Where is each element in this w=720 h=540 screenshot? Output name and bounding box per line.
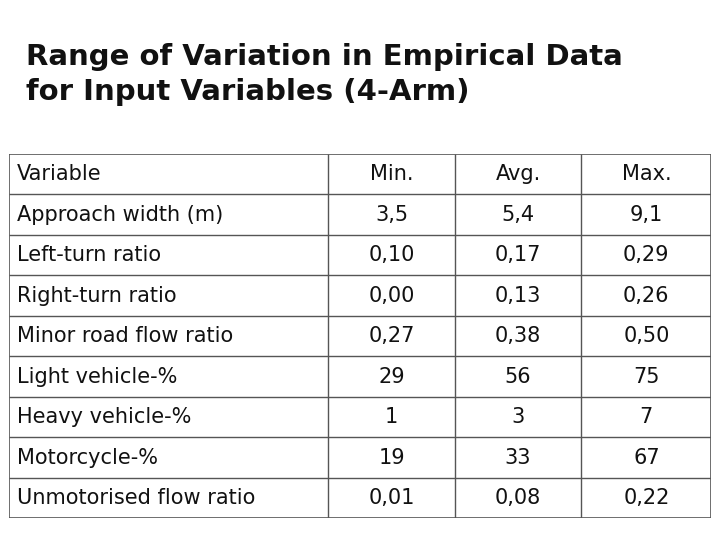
Text: Heavy vehicle-%: Heavy vehicle-% xyxy=(17,407,192,427)
Text: 67: 67 xyxy=(633,448,660,468)
Text: 0,08: 0,08 xyxy=(495,488,541,508)
Text: 0,29: 0,29 xyxy=(623,245,670,265)
Text: 0,13: 0,13 xyxy=(495,286,541,306)
Text: 3: 3 xyxy=(511,407,525,427)
Text: 7: 7 xyxy=(640,407,653,427)
Text: 75: 75 xyxy=(633,367,660,387)
Text: Minor road flow ratio: Minor road flow ratio xyxy=(17,326,233,346)
Text: Approach width (m): Approach width (m) xyxy=(17,205,223,225)
Text: Range of Variation in Empirical Data
for Input Variables (4-Arm): Range of Variation in Empirical Data for… xyxy=(26,43,623,106)
Text: Min.: Min. xyxy=(370,164,413,184)
Text: 0,00: 0,00 xyxy=(369,286,415,306)
Text: Motorcycle-%: Motorcycle-% xyxy=(17,448,158,468)
Text: Variable: Variable xyxy=(17,164,102,184)
Text: 3,5: 3,5 xyxy=(375,205,408,225)
Text: 0,10: 0,10 xyxy=(369,245,415,265)
Text: 0,50: 0,50 xyxy=(624,326,670,346)
Text: 0,38: 0,38 xyxy=(495,326,541,346)
Text: Right-turn ratio: Right-turn ratio xyxy=(17,286,176,306)
Text: Light vehicle-%: Light vehicle-% xyxy=(17,367,177,387)
Text: Left-turn ratio: Left-turn ratio xyxy=(17,245,161,265)
Text: Max.: Max. xyxy=(621,164,671,184)
Text: 33: 33 xyxy=(505,448,531,468)
Text: 5,4: 5,4 xyxy=(502,205,535,225)
Text: 0,26: 0,26 xyxy=(623,286,670,306)
Text: 1: 1 xyxy=(385,407,398,427)
Text: 0,22: 0,22 xyxy=(624,488,670,508)
Text: Avg.: Avg. xyxy=(495,164,541,184)
Text: 9,1: 9,1 xyxy=(630,205,663,225)
Text: 0,27: 0,27 xyxy=(369,326,415,346)
Text: 0,01: 0,01 xyxy=(369,488,415,508)
Text: 29: 29 xyxy=(378,367,405,387)
Text: Unmotorised flow ratio: Unmotorised flow ratio xyxy=(17,488,256,508)
Text: 19: 19 xyxy=(378,448,405,468)
Text: 56: 56 xyxy=(505,367,531,387)
Text: 0,17: 0,17 xyxy=(495,245,541,265)
